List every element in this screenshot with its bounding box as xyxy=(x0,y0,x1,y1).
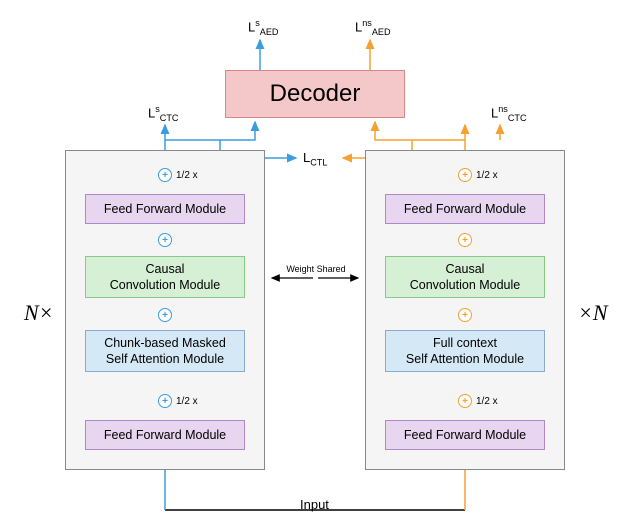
right-ff-bot: Feed Forward Module xyxy=(385,420,545,450)
plus-icon: + xyxy=(458,168,472,182)
diagram-root: Decoder Feed Forward Module Causal Convo… xyxy=(0,0,630,528)
right-attn: Full context Self Attention Module xyxy=(385,330,545,372)
loss-ctc-ns: LnsCTC xyxy=(491,104,527,123)
n-times-left: N× xyxy=(24,300,54,326)
n-times-right: ×N xyxy=(578,300,608,326)
half-scale-label: 1/2 x xyxy=(176,170,198,181)
half-scale-label: 1/2 x xyxy=(476,170,498,181)
plus-icon: + xyxy=(458,308,472,322)
loss-ctc-s: LsCTC xyxy=(148,104,178,123)
right-ff-top: Feed Forward Module xyxy=(385,194,545,224)
input-label: Input xyxy=(300,497,329,512)
plus-icon: + xyxy=(158,308,172,322)
loss-ctl: LCTL xyxy=(303,150,327,168)
plus-icon: + xyxy=(158,394,172,408)
loss-aed-s: LsAED xyxy=(248,18,278,37)
half-scale-label: 1/2 x xyxy=(476,396,498,407)
half-scale-label: 1/2 x xyxy=(176,396,198,407)
right-conv: Causal Convolution Module xyxy=(385,256,545,298)
weight-shared-label: Weight Shared xyxy=(283,264,349,274)
plus-icon: + xyxy=(158,233,172,247)
left-ff-top: Feed Forward Module xyxy=(85,194,245,224)
plus-icon: + xyxy=(458,233,472,247)
decoder-block: Decoder xyxy=(225,70,405,118)
plus-icon: + xyxy=(158,168,172,182)
left-attn: Chunk-based Masked Self Attention Module xyxy=(85,330,245,372)
loss-aed-ns: LnsAED xyxy=(355,18,391,37)
left-ff-bot: Feed Forward Module xyxy=(85,420,245,450)
plus-icon: + xyxy=(458,394,472,408)
left-conv: Causal Convolution Module xyxy=(85,256,245,298)
